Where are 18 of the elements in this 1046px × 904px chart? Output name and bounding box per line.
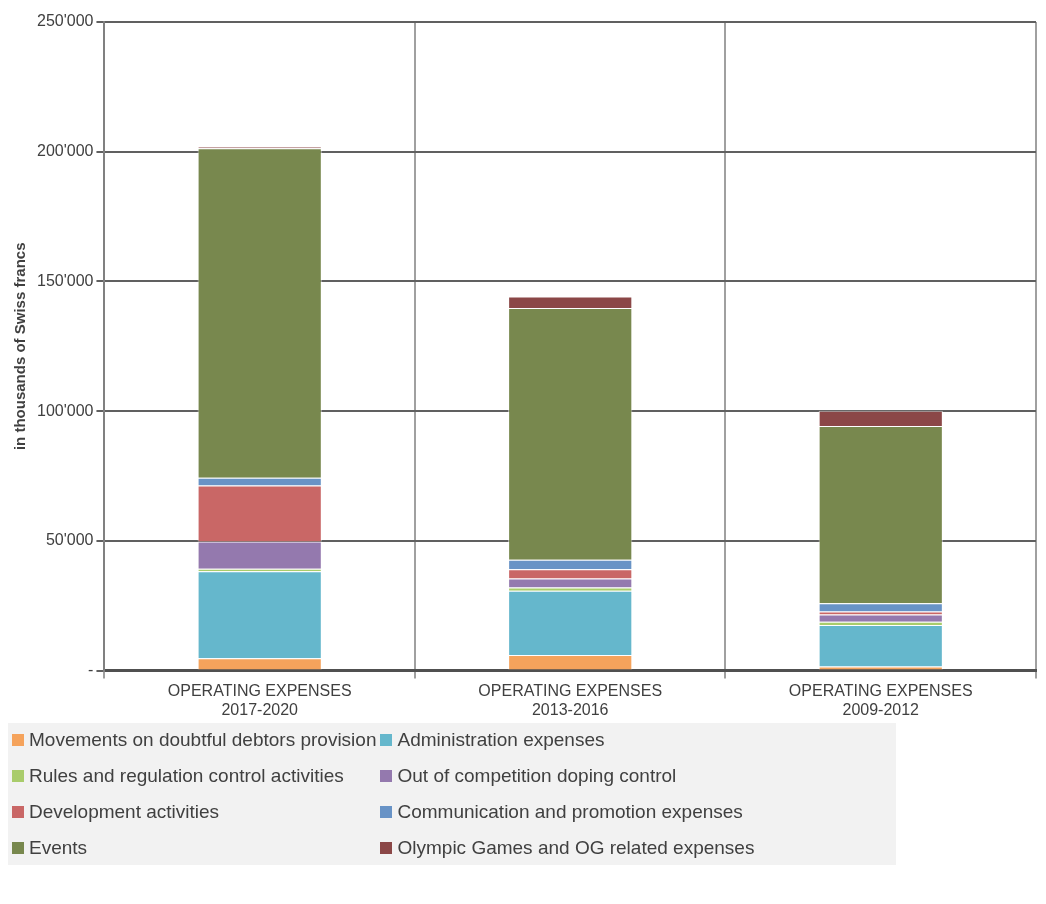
legend-label: Olympic Games and OG related expenses — [397, 837, 755, 859]
legend-label: Movements on doubtful debtors provision — [29, 729, 377, 751]
legend-label: Development activities — [29, 801, 220, 823]
legend-label: Rules and regulation control activities — [29, 765, 344, 787]
legend-label: Administration expenses — [397, 729, 605, 751]
x-tick-label: OPERATING EXPENSES 2009-2012 — [788, 681, 973, 718]
y-tick-label: 250'000 — [36, 12, 94, 30]
y-tick-label: - — [88, 661, 94, 679]
y-tick-label: 50'000 — [45, 531, 94, 549]
y-tick-label: 100'000 — [36, 401, 94, 419]
y-axis-title: in thousands of Swiss francs — [11, 242, 29, 451]
legend-label: Communication and promotion expenses — [397, 801, 743, 823]
legend-label: Out of competition doping control — [397, 765, 677, 787]
y-tick-label: 200'000 — [36, 142, 94, 160]
x-tick-label: OPERATING EXPENSES 2017-2020 — [167, 681, 352, 718]
x-tick-label: OPERATING EXPENSES 2013-2016 — [478, 681, 663, 718]
y-tick-label: 150'000 — [36, 271, 94, 289]
legend-label: Events — [29, 837, 88, 859]
